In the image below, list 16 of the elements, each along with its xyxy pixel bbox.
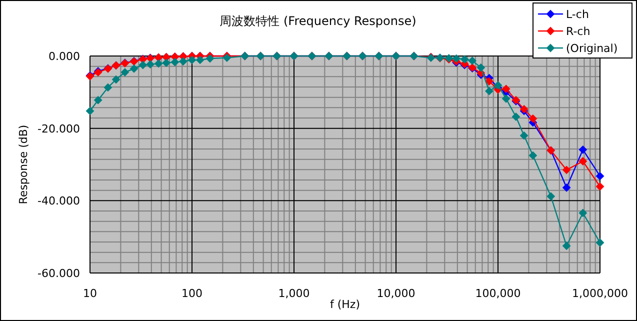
- x-tick-label: 100: [182, 287, 202, 300]
- y-tick-label: -20.000: [38, 122, 80, 136]
- x-tick-label: 100,000: [475, 287, 521, 300]
- legend-label: (Original): [566, 42, 618, 55]
- y-tick-label: 0.000: [48, 50, 80, 63]
- legend-label: L-ch: [566, 8, 589, 21]
- x-tick-label: 1,000,000: [572, 287, 628, 300]
- x-tick-label: 10: [83, 287, 97, 300]
- y-tick-label: -60.000: [38, 267, 80, 280]
- x-axis-title: f (Hz): [330, 298, 360, 311]
- chart-title: 周波数特性 (Frequency Response): [220, 14, 416, 28]
- x-tick-label: 1,000: [278, 287, 310, 300]
- legend-label: R-ch: [566, 25, 590, 38]
- y-tick-label: -40.000: [38, 194, 80, 208]
- y-axis-title: Response (dB): [17, 124, 30, 204]
- x-tick-label: 10,000: [376, 287, 416, 300]
